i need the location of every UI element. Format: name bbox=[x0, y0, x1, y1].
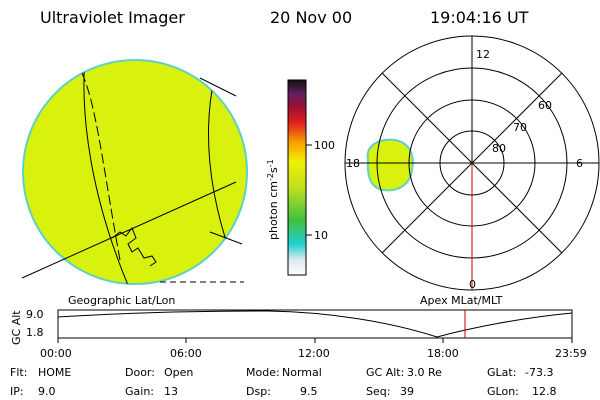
time-tick-label: 00:00 bbox=[40, 347, 72, 360]
status-seq-key: Seq: bbox=[366, 385, 390, 398]
status-dsp-key: Dsp: bbox=[246, 385, 271, 398]
polar-plot: 12 18 6 0 60 70 80 bbox=[344, 35, 600, 291]
altitude-axis-label: GC Alt bbox=[10, 310, 23, 345]
status-door-key: Door: bbox=[125, 366, 155, 379]
status-door-value: Open bbox=[164, 366, 193, 379]
status-glon-key: GLon: bbox=[487, 385, 519, 398]
status-gain-key: Gain: bbox=[125, 385, 154, 398]
auroral-oval-region bbox=[366, 138, 414, 192]
status-mode-value: Normal bbox=[282, 366, 322, 379]
latitude-line bbox=[199, 77, 237, 97]
status-flt-value: HOME bbox=[38, 366, 71, 379]
altitude-strip: GC Alt 9.0 1.8 00:00 06:00 12:00 18:00 2… bbox=[10, 308, 587, 360]
status-ip-value: 9.0 bbox=[38, 385, 56, 398]
status-flt-key: Flt: bbox=[10, 366, 27, 379]
mlat-label-70: 70 bbox=[513, 121, 527, 134]
geographic-image-panel bbox=[21, 59, 248, 285]
latitude-line bbox=[209, 231, 243, 245]
colorbar: 100 10 photon cm-2s-1 bbox=[266, 79, 335, 276]
status-glat-key: GLat: bbox=[487, 366, 516, 379]
status-panel: Flt: HOME Door: Open Mode: Normal GC Alt… bbox=[10, 366, 557, 398]
colorbar-scale bbox=[287, 79, 307, 276]
status-gain-value: 13 bbox=[164, 385, 178, 398]
colorbar-tick-label: 10 bbox=[314, 229, 328, 242]
colorbar-tick-label: 100 bbox=[314, 139, 335, 152]
time-label: 19:04:16 UT bbox=[430, 8, 529, 27]
time-tick-label: 06:00 bbox=[170, 347, 202, 360]
status-dsp-value: 9.5 bbox=[300, 385, 318, 398]
mlt-label-6: 6 bbox=[576, 157, 583, 170]
status-glat-value: -73.3 bbox=[525, 366, 553, 379]
altitude-ymax: 9.0 bbox=[26, 308, 44, 321]
status-ip-key: IP: bbox=[10, 385, 24, 398]
mlat-label-60: 60 bbox=[538, 99, 552, 112]
altitude-curve bbox=[57, 310, 573, 338]
status-gcalt-value: 3.0 Re bbox=[407, 366, 442, 379]
coastline bbox=[111, 226, 157, 267]
polar-caption: Apex MLat/MLT bbox=[420, 294, 503, 307]
status-glon-value: 12.8 bbox=[532, 385, 557, 398]
earth-disk bbox=[22, 59, 248, 285]
mlt-label-12: 12 bbox=[476, 48, 490, 61]
status-gcalt-key: GC Alt: bbox=[366, 366, 404, 379]
mlt-label-18: 18 bbox=[346, 157, 360, 170]
time-tick-label: 18:00 bbox=[427, 347, 459, 360]
latitude-line bbox=[21, 181, 237, 279]
instrument-title: Ultraviolet Imager bbox=[40, 8, 185, 27]
status-mode-key: Mode: bbox=[246, 366, 280, 379]
mlt-label-0: 0 bbox=[469, 278, 476, 291]
altitude-ymin: 1.8 bbox=[26, 326, 44, 339]
geo-caption: Geographic Lat/Lon bbox=[68, 294, 175, 307]
date-label: 20 Nov 00 bbox=[270, 8, 353, 27]
time-tick-label: 23:59 bbox=[555, 347, 587, 360]
colorbar-label: photon cm-2s-1 bbox=[266, 159, 280, 240]
meridian-line bbox=[83, 60, 131, 284]
status-seq-value: 39 bbox=[400, 385, 414, 398]
time-tick-label: 12:00 bbox=[298, 347, 330, 360]
mlat-label-80: 80 bbox=[492, 142, 506, 155]
